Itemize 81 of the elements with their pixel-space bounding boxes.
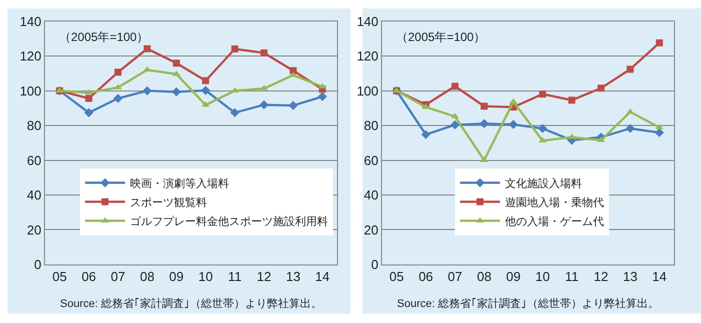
x-tick-label: 08 [476, 269, 492, 284]
point [84, 108, 94, 118]
x-tick-label: 14 [652, 269, 667, 284]
point [598, 84, 604, 92]
point [421, 130, 430, 140]
point [480, 102, 488, 110]
source-note: Source: 総務省｢家計調査｣（総世帯）より弊社算出。 [397, 297, 659, 310]
x-tick-label: 11 [228, 269, 242, 284]
x-tick-label: 09 [169, 269, 184, 284]
point [568, 96, 576, 104]
y-tick-label: 120 [20, 48, 42, 64]
legend-label: 他の入場・ゲーム代 [505, 215, 604, 228]
point [143, 66, 152, 72]
point [318, 92, 327, 102]
y-tick-label: 140 [356, 14, 378, 29]
x-tick-label: 10 [198, 269, 213, 284]
x-tick-label: 14 [315, 269, 330, 284]
annotation: （2005年=100） [59, 30, 149, 44]
x-tick-label: 13 [622, 269, 638, 284]
source-note: Source: 総務省｢家計調査｣（総世帯）より弊社算出。 [60, 297, 322, 310]
point [288, 100, 298, 110]
y-tick-label: 80 [364, 118, 378, 134]
point [480, 119, 489, 128]
point [85, 94, 92, 102]
x-tick-label: 06 [82, 269, 96, 284]
point [508, 120, 518, 130]
point [656, 39, 663, 46]
point [626, 108, 634, 114]
point [626, 66, 634, 73]
point [450, 120, 460, 130]
y-tick-label: 120 [356, 48, 378, 64]
y-tick-label: 0 [371, 257, 378, 272]
point [260, 49, 268, 56]
x-tick-label: 09 [506, 269, 521, 284]
x-tick-label: 11 [565, 269, 579, 284]
point [114, 68, 122, 76]
legend-label: 遊園地入場・乗物代 [505, 196, 604, 210]
point [202, 77, 210, 84]
point [480, 156, 488, 162]
point [172, 87, 181, 96]
y-tick-label: 60 [364, 152, 378, 168]
x-tick-label: 07 [110, 269, 126, 284]
point [452, 82, 458, 90]
point [290, 67, 297, 74]
point [142, 86, 152, 96]
x-tick-label: 05 [389, 269, 404, 284]
point [172, 60, 180, 67]
y-tick-label: 20 [364, 222, 378, 238]
legend-label: ゴルフプレー料金他スポーツ施設利用料 [130, 215, 328, 228]
point [655, 124, 664, 130]
x-tick-label: 07 [448, 269, 462, 284]
y-tick-label: 20 [26, 222, 42, 238]
y-tick-label: 80 [26, 118, 42, 134]
y-tick-label: 100 [20, 83, 42, 98]
annotation: （2005年=100） [396, 30, 486, 44]
y-tick-label: 0 [34, 257, 42, 272]
point [259, 100, 269, 110]
legend-label: スポーツ観覧料 [130, 196, 208, 210]
x-tick-label: 10 [535, 269, 550, 284]
legend-label: 文化施設入場料 [505, 177, 582, 190]
y-tick-label: 60 [26, 152, 42, 168]
x-tick-label: 12 [256, 269, 272, 284]
point [654, 128, 664, 138]
x-tick-label: 06 [418, 269, 434, 284]
y-tick-label: 140 [20, 14, 42, 29]
point [231, 45, 238, 52]
point [201, 86, 210, 95]
y-tick-label: 40 [364, 188, 378, 203]
point [144, 45, 151, 52]
point [113, 94, 123, 103]
x-tick-label: 12 [594, 269, 608, 284]
x-tick-label: 13 [286, 269, 300, 284]
legend-label: 映画・演劇等入場料 [130, 177, 230, 190]
point [538, 124, 548, 134]
x-tick-label: 08 [140, 269, 154, 284]
point [230, 108, 240, 118]
point [539, 90, 546, 98]
point [626, 124, 635, 134]
x-tick-label: 05 [52, 269, 67, 284]
y-tick-label: 40 [26, 188, 42, 203]
y-tick-label: 100 [356, 83, 378, 98]
